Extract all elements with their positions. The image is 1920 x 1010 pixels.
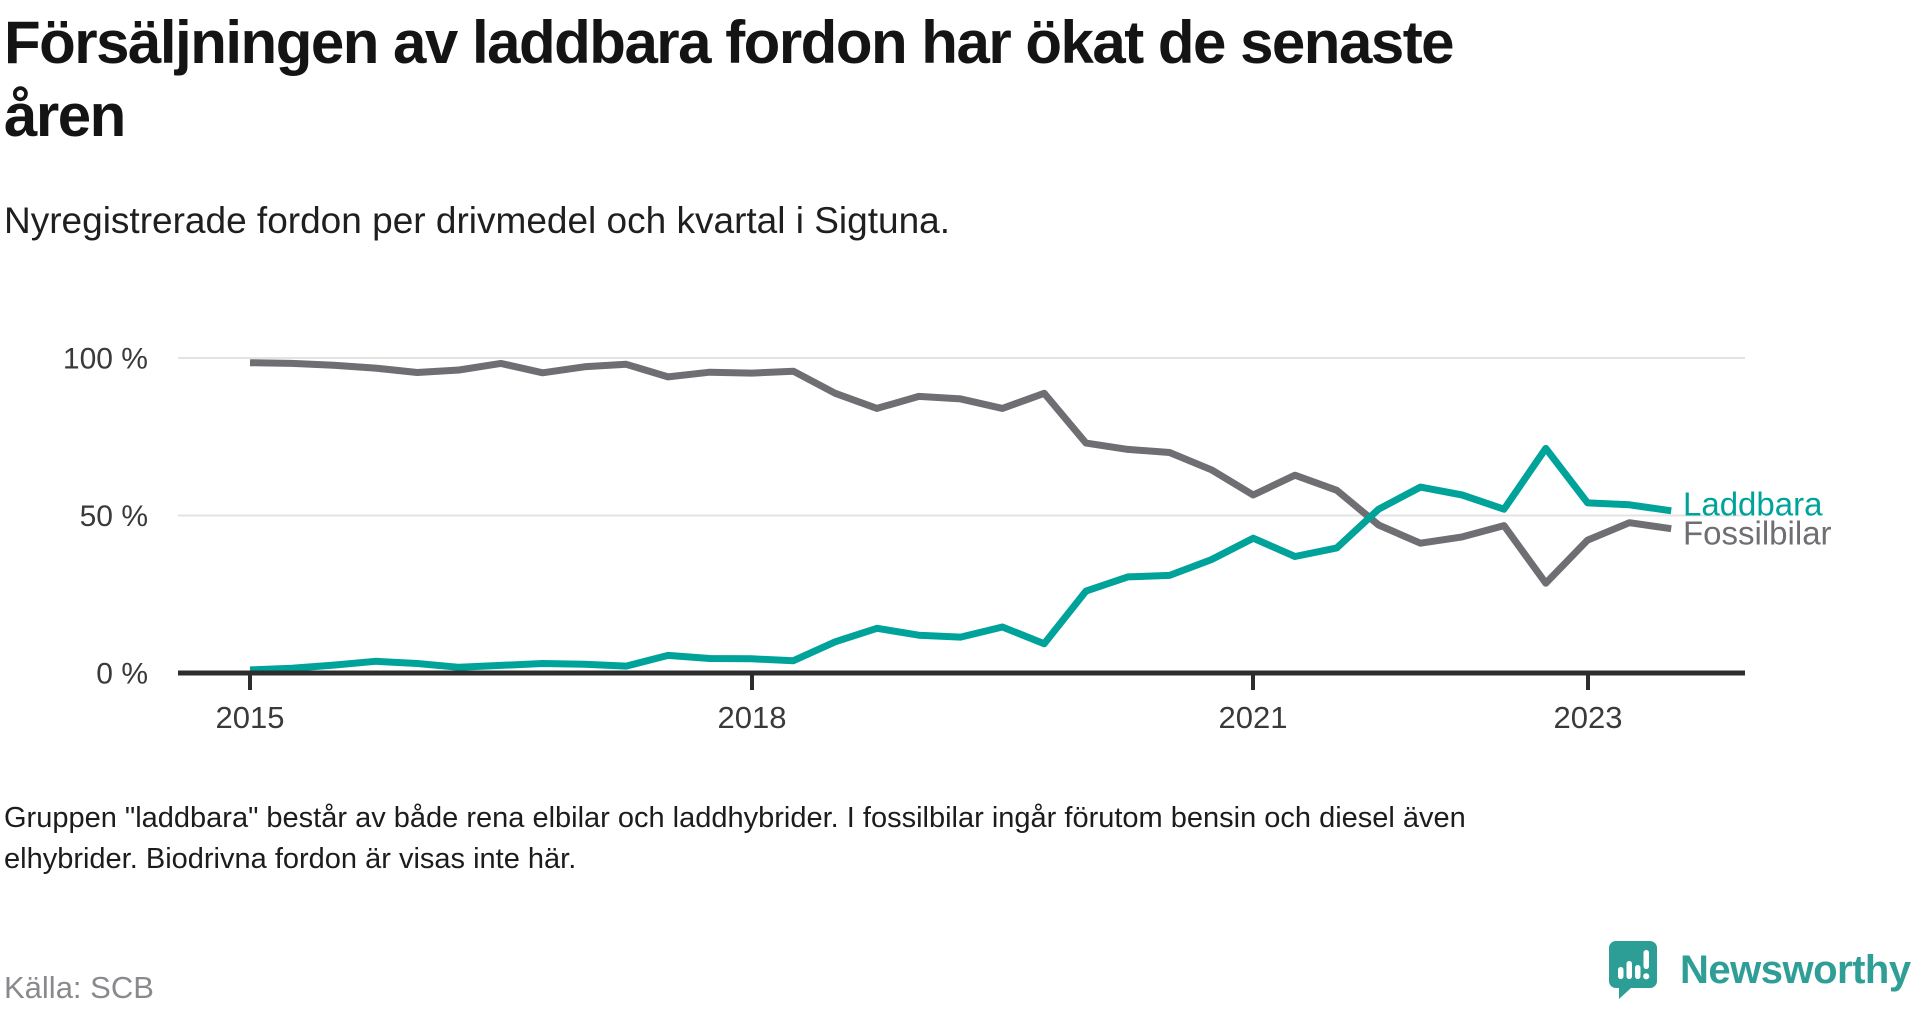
series-lines [249, 359, 1672, 674]
series-label-laddbara: Laddbara [1683, 486, 1823, 523]
source-note: Källa: SCB [4, 970, 154, 1005]
x-tick-label-2015: 2015 [216, 700, 285, 735]
chart-subtitle: Nyregistrerade fordon per drivmedel och … [4, 200, 951, 241]
page-title: Försäljningen av laddbara fordon har öka… [4, 9, 1455, 149]
logo-bar-2 [1626, 961, 1632, 979]
chart-footnote: Gruppen "laddbara" består av både rena e… [4, 802, 1466, 875]
x-tick-label-2021: 2021 [1219, 700, 1288, 735]
newsworthy-logo: Newsworthy [1608, 940, 1911, 1000]
x-tick-label-2018: 2018 [718, 700, 787, 735]
x-tick-label-2023: 2023 [1554, 700, 1623, 735]
newsworthy-logo-text: Newsworthy [1680, 947, 1911, 992]
logo-exclamation-dot [1643, 973, 1650, 980]
logo-bar-1 [1618, 967, 1624, 979]
line-laddbara [249, 444, 1672, 674]
y-tick-label-50: 50 % [80, 500, 148, 533]
logo-bubble-shape [1609, 941, 1657, 999]
y-tick-label-0: 0 % [96, 658, 148, 691]
y-tick-label-100: 100 % [63, 343, 148, 376]
newsworthy-logo-icon [1609, 941, 1657, 999]
x-axis-ticks [248, 675, 1590, 690]
logo-bar-3 [1635, 965, 1641, 979]
logo-exclamation-stem [1643, 950, 1649, 969]
series-label-fossilbilar: Fossilbilar [1683, 515, 1832, 552]
line-fossilbilar [249, 359, 1672, 587]
